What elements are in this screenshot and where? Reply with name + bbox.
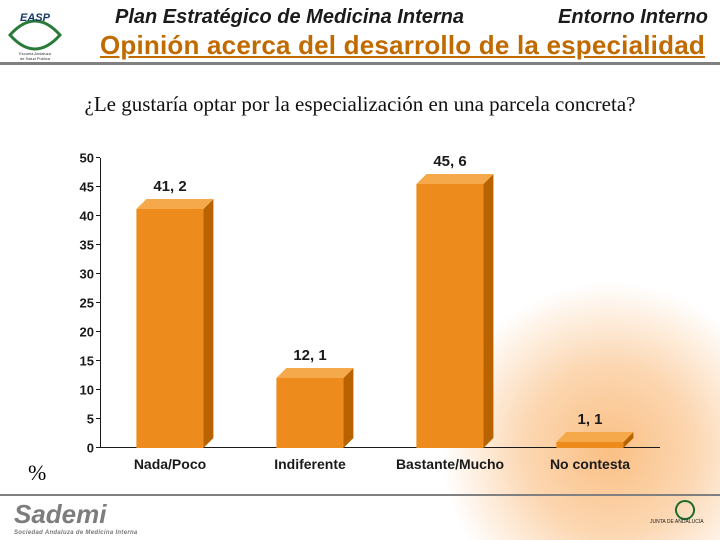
sademi-logo-sub: Sociedad Andaluza de Medicina Interna: [14, 530, 138, 536]
y-tick-label: 10: [80, 383, 94, 398]
easp-logo: EASP Escuela Andaluza de Salud Pública: [5, 5, 65, 65]
y-tick-label: 30: [80, 267, 94, 282]
bar-value-label: 41, 2: [153, 178, 186, 195]
bar-value-label: 12, 1: [293, 347, 326, 364]
bar-slot: 12, 1Indiferente: [240, 158, 380, 448]
y-axis-unit: %: [28, 460, 46, 486]
svg-text:EASP: EASP: [20, 12, 51, 24]
category-label: No contesta: [520, 456, 660, 472]
bar: 1, 1: [556, 442, 623, 448]
y-tick-label: 40: [80, 209, 94, 224]
chart-question: ¿Le gustaría optar por la especializació…: [60, 92, 660, 117]
bar-value-label: 45, 6: [433, 153, 466, 170]
y-tick-label: 35: [80, 238, 94, 253]
sademi-logo: Sademi Sociedad Andaluza de Medicina Int…: [14, 499, 138, 536]
bar: 12, 1: [276, 378, 343, 448]
junta-logo: JUNTA DE ANDALUCÍA: [640, 495, 710, 534]
bar-value-label: 1, 1: [577, 411, 602, 428]
bar: 41, 2: [136, 209, 203, 448]
y-tick-label: 20: [80, 325, 94, 340]
sademi-logo-text: Sademi: [14, 499, 107, 529]
header-subtitle-left: Plan Estratégico de Medicina Interna: [115, 6, 464, 29]
header-subtitle-right: Entorno Interno: [558, 6, 708, 29]
y-tick-label: 0: [87, 441, 94, 456]
header-rule: [0, 62, 720, 65]
svg-text:de Salud Pública: de Salud Pública: [20, 56, 51, 61]
bar-slot: 1, 1No contesta: [520, 158, 660, 448]
y-tick-label: 50: [80, 151, 94, 166]
bar-chart: 41, 2Nada/Poco12, 1Indiferente45, 6Basta…: [60, 158, 670, 478]
y-tick-label: 45: [80, 180, 94, 195]
slide-title: Opinión acerca del desarrollo de la espe…: [100, 30, 705, 61]
bar: 45, 6: [416, 184, 483, 448]
bar-slot: 45, 6Bastante/Mucho: [380, 158, 520, 448]
y-tick-label: 25: [80, 296, 94, 311]
y-tick-label: 5: [87, 412, 94, 427]
category-label: Nada/Poco: [100, 456, 240, 472]
bar-slot: 41, 2Nada/Poco: [100, 158, 240, 448]
category-label: Bastante/Mucho: [380, 456, 520, 472]
svg-text:JUNTA DE ANDALUCÍA: JUNTA DE ANDALUCÍA: [650, 518, 704, 525]
footer-rule: [0, 494, 720, 496]
category-label: Indiferente: [240, 456, 380, 472]
y-tick-label: 15: [80, 354, 94, 369]
